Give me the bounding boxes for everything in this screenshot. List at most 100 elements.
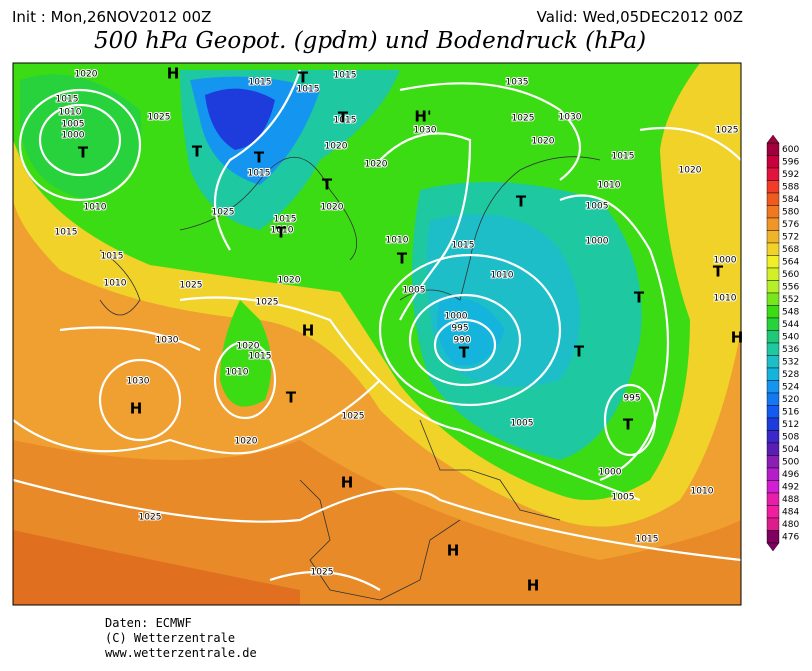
colorbar-swatch (766, 342, 780, 356)
isobar-label: 1025 (256, 298, 279, 308)
colorbar-label: 564 (782, 257, 799, 267)
colorbar-swatch (766, 205, 780, 219)
colorbar-swatch (766, 230, 780, 244)
pressure-center: T (322, 176, 333, 194)
isobar-label: 1010 (714, 294, 737, 304)
isobar-label: 1015 (612, 152, 635, 162)
colorbar-label: 520 (782, 395, 799, 405)
pressure-center: H (130, 400, 143, 418)
pressure-center: H (447, 542, 460, 560)
colorbar-label: 492 (782, 482, 799, 492)
map-title: 500 hPa Geopot. (gpdm) und Bodendruck (h… (94, 28, 646, 54)
isobar-label: 1010 (491, 271, 514, 281)
isobar-label: 1010 (271, 226, 294, 236)
footer-line: www.wetterzentrale.de (105, 646, 257, 660)
colorbar-label: 480 (782, 520, 799, 530)
isobar-label: 1005 (62, 120, 85, 130)
colorbar-swatch (766, 267, 780, 281)
colorbar-label: 576 (782, 220, 799, 230)
pressure-center: T (192, 143, 203, 161)
pressure-center: H' (414, 108, 431, 126)
isobar-label: 1025 (180, 281, 203, 291)
isobar-label: 1000 (445, 312, 468, 322)
isobar-label: 1015 (249, 352, 272, 362)
isobar-label: 1015 (56, 95, 79, 105)
colorbar-label: 508 (782, 432, 799, 442)
pressure-center: T (286, 389, 297, 407)
pressure-center: T (276, 224, 287, 242)
pressure-center: T (338, 109, 349, 127)
colorbar-label: 536 (782, 345, 799, 355)
colorbar-swatch (766, 217, 780, 231)
colorbar-label: 560 (782, 270, 799, 280)
isobars (13, 69, 741, 591)
isobar-label: 1010 (84, 203, 107, 213)
colorbar-swatch (766, 242, 780, 256)
isobar-label: 1020 (679, 166, 702, 176)
isobar-label: 1025 (342, 412, 365, 422)
colorbar-swatch (766, 367, 780, 381)
pressure-center: H (167, 65, 180, 83)
colorbar-swatch (766, 517, 780, 531)
colorbar-swatch (766, 430, 780, 444)
colorbar-cap (766, 134, 780, 144)
pressure-center: H (302, 322, 315, 340)
colorbar-swatch (766, 305, 780, 319)
isobar-label: 1010 (104, 279, 127, 289)
colorbar-swatch (766, 442, 780, 456)
colorbar-swatch (766, 355, 780, 369)
pressure-center: T (634, 289, 645, 307)
colorbar-swatch (766, 455, 780, 469)
isobar-label: 1010 (59, 108, 82, 118)
isobar-label: 1020 (365, 160, 388, 170)
colorbar-swatch (766, 192, 780, 206)
isobar-label: 1025 (512, 114, 535, 124)
colorbar-label: 504 (782, 445, 799, 455)
isobar-label: 1030 (414, 126, 437, 136)
colorbar-cap (766, 542, 780, 552)
colorbar-swatch (766, 480, 780, 494)
colorbar-label: 500 (782, 457, 799, 467)
pressure-center: H (527, 577, 540, 595)
pressure-center: H (341, 474, 354, 492)
map-frame (12, 62, 742, 606)
pressure-center: T (298, 69, 309, 87)
colorbar-swatch (766, 492, 780, 506)
pressure-center: T (516, 193, 527, 211)
colorbar-swatch (766, 467, 780, 481)
colorbar-swatch (766, 317, 780, 331)
isobar-label: 1025 (139, 513, 162, 523)
isobar-label: 1025 (311, 568, 334, 578)
colorbar-label: 544 (782, 320, 799, 330)
pressure-center: T (623, 416, 634, 434)
isobar-label: 1020 (325, 142, 348, 152)
colorbar-swatch (766, 505, 780, 519)
colorbar-label: 572 (782, 232, 799, 242)
isobar-label: 1010 (226, 368, 249, 378)
colorbar: 600 596 592 588 584 580 576 572 568 564 560 556 552 5… (766, 134, 799, 552)
isobar-label: 1020 (235, 437, 258, 447)
colorbar-label: 552 (782, 295, 799, 305)
isobar-label: 1015 (274, 215, 297, 225)
colorbar-swatch (766, 330, 780, 344)
colorbar-swatch (766, 142, 780, 156)
pressure-center: T (254, 149, 265, 167)
isobar-label: 1015 (334, 71, 357, 81)
isobar-label: 1000 (599, 468, 622, 478)
map (13, 63, 741, 605)
isobar-label: 1005 (403, 286, 426, 296)
isobar-label: 1005 (586, 202, 609, 212)
isobar-label: 995 (451, 324, 468, 334)
isobar-label: 1015 (334, 116, 357, 126)
isobar-label: 1020 (237, 342, 260, 352)
pressure-center: T (713, 263, 724, 281)
colorbar-label: 592 (782, 170, 799, 180)
colorbar-swatch (766, 392, 780, 406)
colorbar-label: 484 (782, 507, 799, 517)
colorbar-label: 580 (782, 207, 799, 217)
colorbar-swatch (766, 380, 780, 394)
pressure-center: T (397, 250, 408, 268)
footer-line: Daten: ECMWF (105, 616, 192, 630)
colorbar-label: 516 (782, 407, 799, 417)
colorbar-label: 496 (782, 470, 799, 480)
